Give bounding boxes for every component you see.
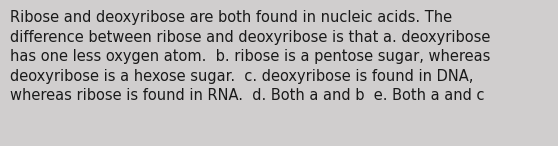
Text: Ribose and deoxyribose are both found in nucleic acids. The
difference between r: Ribose and deoxyribose are both found in… — [10, 10, 490, 104]
